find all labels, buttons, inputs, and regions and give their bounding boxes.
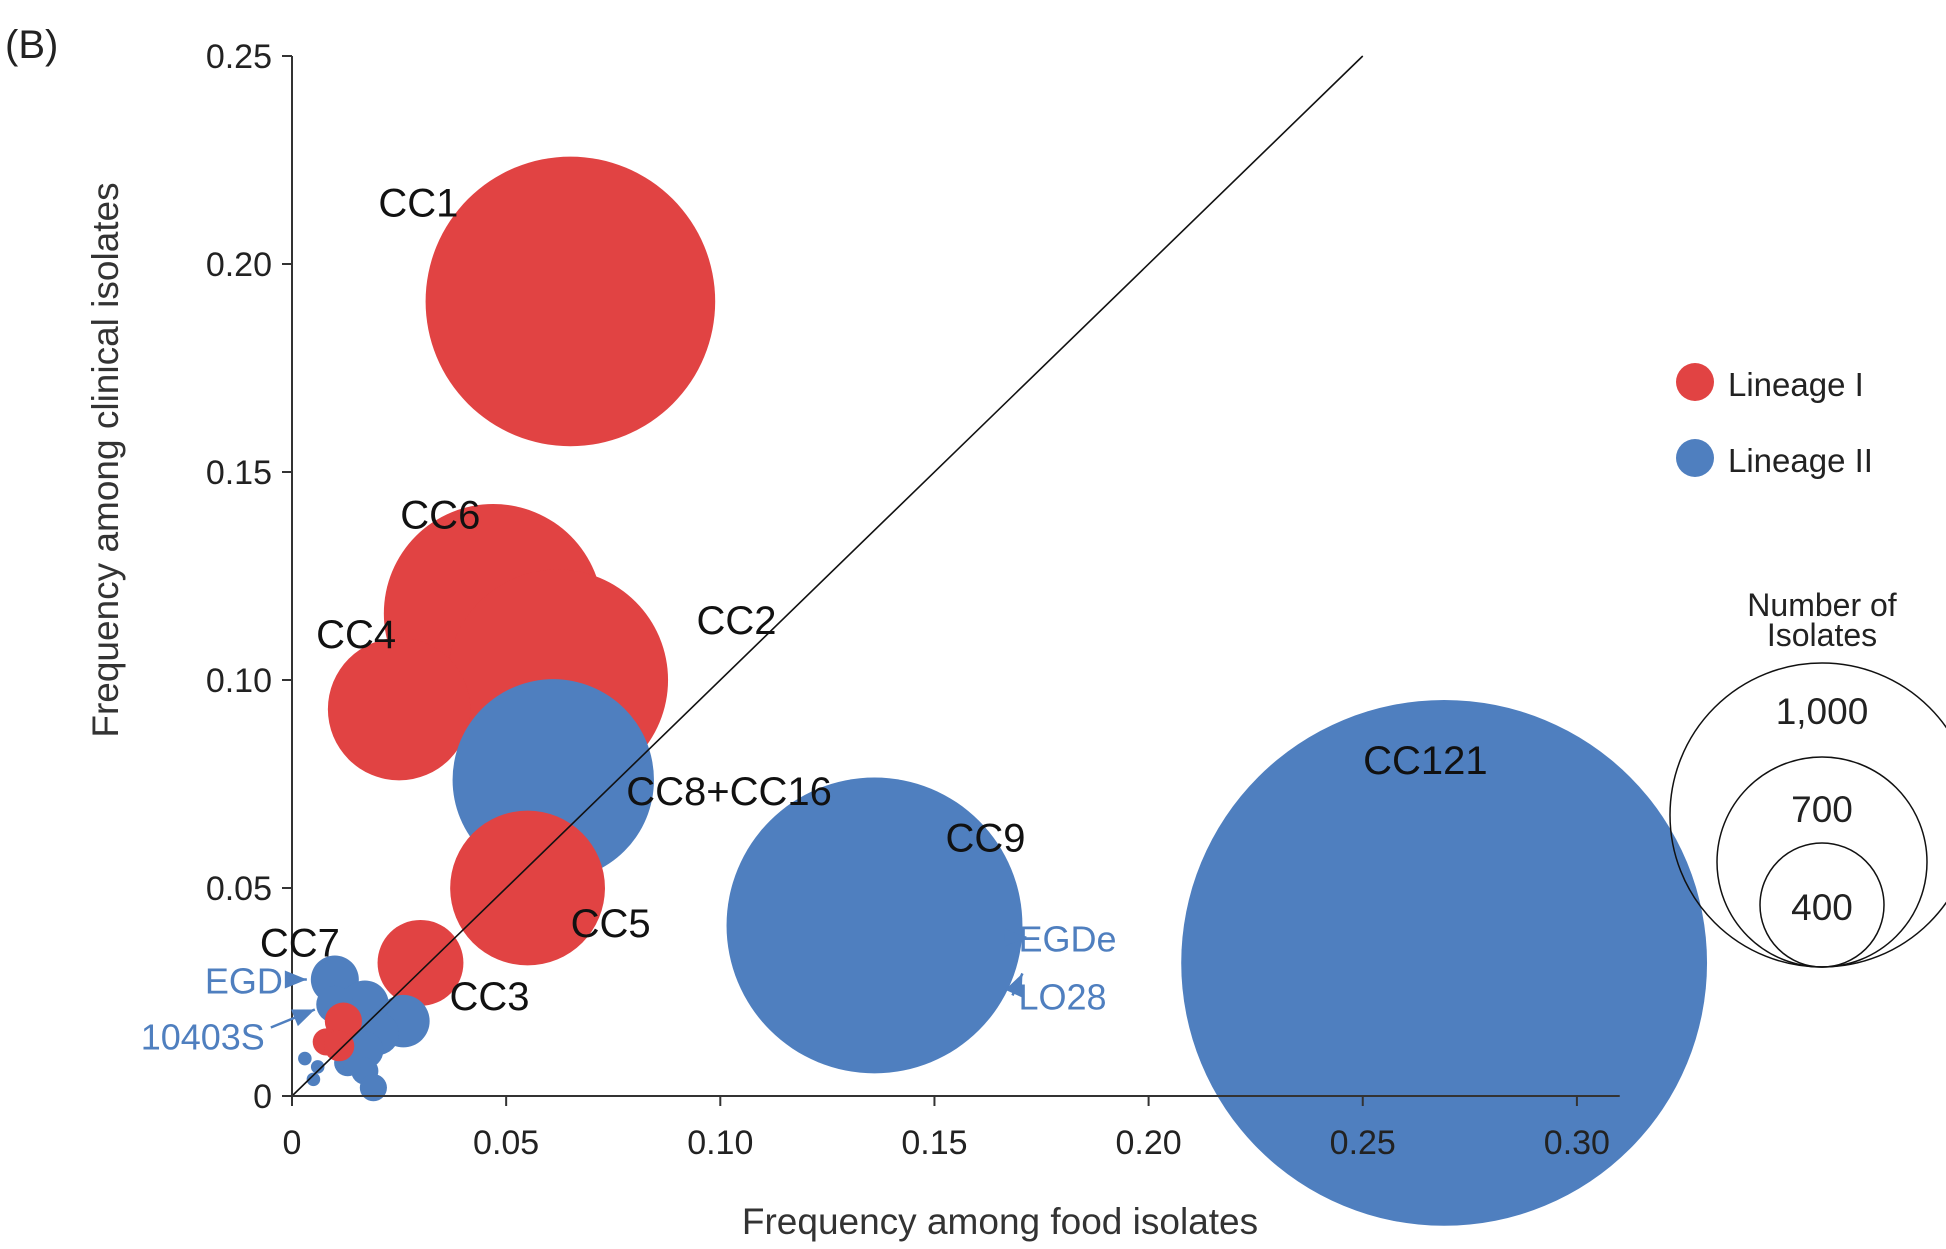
x-tick-label-6: 0.30 xyxy=(1544,1124,1610,1162)
bubble-small-20 xyxy=(298,1051,312,1066)
annotation-10403s-arrow-head xyxy=(291,1009,315,1027)
bubble-labels: CC1 CC6 CC2 CC4 CC8+CC16 CC5 CC3 CC7 CC9 CC121 xyxy=(260,181,1488,1018)
label-cc6: CC6 xyxy=(400,493,480,537)
bubble-small-19 xyxy=(306,1072,321,1087)
x-tick-label-5: 0.25 xyxy=(1330,1124,1396,1162)
x-tick-label-1: 0.05 xyxy=(473,1124,539,1162)
panel-label: (B) xyxy=(5,23,58,67)
size-legend-label-400: 400 xyxy=(1791,887,1853,928)
reference-line xyxy=(291,55,1364,1097)
bubble-small-22 xyxy=(324,1002,362,1040)
y-tick-label-0: 0 xyxy=(253,1078,272,1116)
x-axis-label: Frequency among food isolates xyxy=(742,1201,1258,1242)
size-legend-circle-400 xyxy=(1759,842,1885,968)
annotation-egde: EGDe xyxy=(1018,918,1116,959)
size-legend-label-700: 700 xyxy=(1791,789,1853,830)
x-tick-label-3: 0.15 xyxy=(901,1124,967,1162)
y-tick-label-1: 0.05 xyxy=(206,870,272,908)
y-tick-label-3: 0.15 xyxy=(206,454,272,492)
bubble-layer xyxy=(298,156,1708,1226)
legend-marker-lineage-ii xyxy=(1676,439,1714,477)
annotation-lo28-arrow-head xyxy=(1005,973,1023,998)
legend-label-lineage-ii: Lineage II xyxy=(1728,442,1873,479)
legend-marker-lineage-i xyxy=(1676,363,1714,401)
bubble-cc121 xyxy=(1181,699,1708,1226)
label-cc8-cc16: CC8+CC16 xyxy=(626,770,832,814)
x-tick-label-4: 0.20 xyxy=(1116,1124,1182,1162)
annotation-10403s: 10403S xyxy=(141,1017,265,1058)
y-tick-label-4: 0.20 xyxy=(206,246,272,284)
annotation-egd: EGD xyxy=(205,961,283,1002)
size-legend-label-1000: 1,000 xyxy=(1776,691,1869,732)
bubble-cc3 xyxy=(377,919,464,1006)
y-tick-label-5: 0.25 xyxy=(206,38,272,76)
legend-label-lineage-i: Lineage I xyxy=(1728,366,1864,403)
size-legend: Number of Isolates 1,000 700 400 xyxy=(1669,587,1946,968)
label-cc121: CC121 xyxy=(1363,739,1488,783)
annotation-egd-arrow-head xyxy=(284,970,307,989)
axes: 0 0.05 0.10 0.15 0.20 0.25 0.30 0 0.05 0.10 0.15 0.… xyxy=(206,38,1620,1162)
annotation-egde-arrow-head xyxy=(1004,928,1027,947)
label-cc5: CC5 xyxy=(571,902,651,946)
x-tick-label-0: 0 xyxy=(283,1124,302,1162)
label-cc9: CC9 xyxy=(945,816,1025,860)
x-tick-label-2: 0.10 xyxy=(687,1124,753,1162)
annotations: EGD 10403S EGDe LO28 xyxy=(141,918,1117,1057)
size-legend-title-line2: Isolates xyxy=(1767,617,1877,653)
label-cc7: CC7 xyxy=(260,922,340,966)
label-cc4: CC4 xyxy=(316,613,396,657)
legend: Lineage I Lineage II xyxy=(1676,363,1873,479)
y-tick-label-2: 0.10 xyxy=(206,662,272,700)
bubble-cc5 xyxy=(450,810,605,966)
bubble-cc9 xyxy=(726,777,1023,1074)
bubble-cc4 xyxy=(327,637,471,781)
bubble-small-24 xyxy=(323,1030,355,1062)
label-cc1: CC1 xyxy=(378,181,458,225)
y-axis-label: Frequency among clinical isolates xyxy=(85,182,126,737)
bubble-small-18 xyxy=(310,1060,325,1074)
bubble-small-21 xyxy=(343,1058,361,1076)
bubble-cc1 xyxy=(425,156,716,447)
label-cc3: CC3 xyxy=(449,975,529,1019)
size-legend-title-line1: Number of xyxy=(1747,587,1897,623)
label-cc2: CC2 xyxy=(697,599,777,643)
bubble-small-17 xyxy=(359,1074,387,1102)
annotation-lo28: LO28 xyxy=(1018,976,1106,1017)
